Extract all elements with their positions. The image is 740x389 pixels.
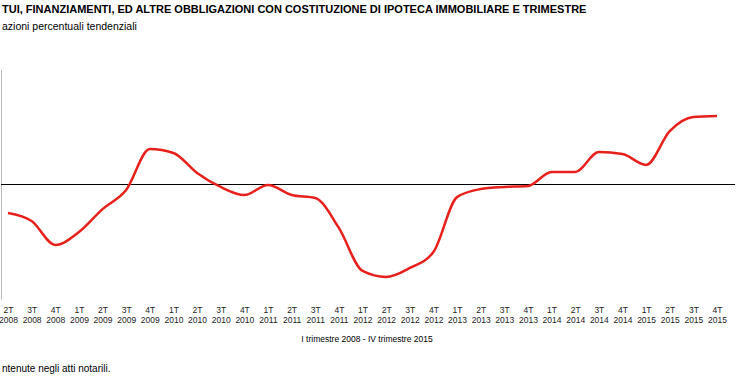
chart: TUI, FINANZIAMENTI, ED ALTRE OBBLIGAZION… <box>0 0 740 389</box>
x-tick-label: 4T2013 <box>519 305 538 325</box>
x-tick-label: 3T2009 <box>117 305 136 325</box>
x-tick: 2T2012 <box>377 305 396 325</box>
x-tick: 3T2014 <box>590 305 609 325</box>
x-tick-label: 2T2010 <box>188 305 207 325</box>
x-tick: 2T2008 <box>0 305 18 325</box>
x-tick-label: 2T2012 <box>377 305 396 325</box>
y-tick <box>1 184 735 185</box>
x-tick-label: 2T2013 <box>472 305 491 325</box>
subtitle: azioni percentuali tendenziali <box>2 20 137 32</box>
x-tick-label: 2T2009 <box>94 305 113 325</box>
x-tick: 2T2015 <box>661 305 680 325</box>
x-tick: 4T2014 <box>614 305 633 325</box>
x-tick: 4T2012 <box>424 305 443 325</box>
x-tick-label: 1T2013 <box>448 305 467 325</box>
x-tick-label: 4T2015 <box>708 305 727 325</box>
data-line <box>8 116 717 277</box>
x-axis-title: I trimestre 2008 - IV trimestre 2015 <box>301 334 433 344</box>
x-tick-label: 3T2015 <box>684 305 703 325</box>
x-tick-label: 1T2014 <box>543 305 562 325</box>
x-tick: 1T2014 <box>543 305 562 325</box>
x-tick: 1T2013 <box>448 305 467 325</box>
x-tick: 3T2008 <box>23 305 42 325</box>
x-tick-label: 3T2012 <box>401 305 420 325</box>
x-tick-label: 2T2014 <box>566 305 585 325</box>
x-tick-label: 1T2009 <box>70 305 89 325</box>
x-tick-label: 4T2012 <box>424 305 443 325</box>
x-tick: 1T2012 <box>354 305 373 325</box>
x-tick: 3T2011 <box>307 305 326 325</box>
x-tick: 4T2011 <box>330 305 349 325</box>
x-tick: 3T2015 <box>684 305 703 325</box>
x-tick-label: 2T2008 <box>0 305 18 325</box>
x-tick: 1T2009 <box>70 305 89 325</box>
footnote: ntenute negli atti notarili. <box>2 363 110 374</box>
x-tick: 2T2010 <box>188 305 207 325</box>
x-tick: 2T2011 <box>283 305 302 325</box>
x-tick: 1T2010 <box>164 305 183 325</box>
x-tick-label: 3T2014 <box>590 305 609 325</box>
x-tick-label: 3T2011 <box>307 305 326 325</box>
x-tick: 2T2013 <box>472 305 491 325</box>
x-tick: 4T2010 <box>235 305 254 325</box>
zero-grid-line <box>1 184 735 185</box>
x-axis: 2T2008 3T20084T2008 1T2009 2T20093T2009 4T20… <box>0 305 727 325</box>
x-tick-label: 1T2011 <box>259 305 278 325</box>
x-tick-label: 2T2011 <box>283 305 302 325</box>
x-tick: 3T2013 <box>495 305 514 325</box>
x-tick: 2T2014 <box>566 305 585 325</box>
x-tick: 3T2012 <box>401 305 420 325</box>
x-tick-label: 4T2010 <box>235 305 254 325</box>
x-tick-label: 4T2014 <box>614 305 633 325</box>
x-tick-label: 4T2008 <box>46 305 65 325</box>
x-tick-label: 3T2013 <box>495 305 514 325</box>
x-tick-label: 1T2015 <box>637 305 656 325</box>
x-tick-label: 3T2008 <box>23 305 42 325</box>
x-tick: 3T2010 <box>212 305 231 325</box>
x-tick: 1T2015 <box>637 305 656 325</box>
x-tick-label: 4T2011 <box>330 305 349 325</box>
title: TUI, FINANZIAMENTI, ED ALTRE OBBLIGAZION… <box>2 3 586 15</box>
x-tick: 4T2008 <box>46 305 65 325</box>
x-tick: 3T2009 <box>117 305 136 325</box>
plot-area <box>8 116 717 277</box>
x-tick: 4T2013 <box>519 305 538 325</box>
x-tick: 1T2011 <box>259 305 278 325</box>
x-tick: 2T2009 <box>94 305 113 325</box>
y-axis <box>1 70 735 300</box>
x-tick: 4T2009 <box>141 305 160 325</box>
x-tick-label: 1T2010 <box>164 305 183 325</box>
x-tick: 4T2015 <box>708 305 727 325</box>
x-tick-label: 4T2009 <box>141 305 160 325</box>
x-tick-label: 1T2012 <box>354 305 373 325</box>
x-tick-label: 3T2010 <box>212 305 231 325</box>
x-tick-label: 2T2015 <box>661 305 680 325</box>
